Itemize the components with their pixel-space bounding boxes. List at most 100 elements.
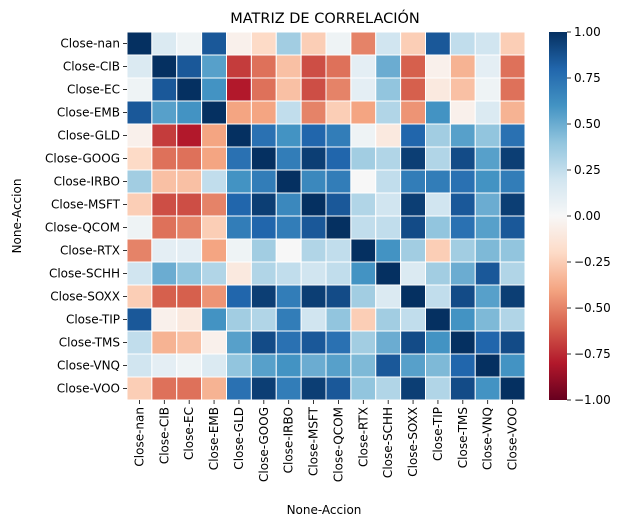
heatmap-cell [300, 284, 327, 309]
heatmap-cell [375, 261, 402, 286]
heatmap-cell [425, 307, 451, 332]
heatmap-cell [375, 77, 402, 102]
x-tick-label: Close-QCOM [331, 407, 345, 482]
heatmap-cell [275, 353, 302, 378]
y-tick-label: Close-CIB [63, 60, 120, 74]
heatmap-cell [350, 284, 377, 309]
heatmap-cell [176, 146, 203, 171]
heatmap-cell [275, 307, 302, 332]
heatmap-cell [325, 192, 352, 217]
heatmap-cell [325, 261, 352, 286]
heatmap-cell [201, 146, 227, 171]
heatmap-cell [126, 146, 153, 171]
y-tick-label: Close-EC [67, 83, 120, 97]
heatmap-cell [499, 100, 526, 125]
heatmap-cell [375, 54, 402, 79]
heatmap-cell [275, 238, 302, 263]
colorbar-tick-label: 0.50 [574, 117, 601, 131]
heatmap-cell [300, 54, 327, 79]
heatmap-cell [425, 123, 451, 148]
heatmap-cell [474, 54, 501, 79]
heatmap-cell [350, 100, 377, 125]
heatmap-cell [400, 146, 426, 171]
heatmap-cell [350, 123, 377, 148]
heatmap-cell [425, 192, 451, 217]
heatmap-cell [275, 215, 302, 240]
heatmap-cell [499, 54, 526, 79]
heatmap-cell [151, 77, 178, 102]
heatmap-cell [300, 353, 327, 378]
heatmap-cell [226, 238, 252, 263]
heatmap-cell [350, 77, 377, 102]
x-tick-label: Close-SOXX [406, 407, 420, 477]
heatmap-cell [176, 215, 203, 240]
heatmap-cell [126, 376, 153, 401]
heatmap-cells [126, 31, 526, 401]
colorbar-tick-label: 0.75 [574, 71, 601, 85]
y-tick-label: Close-VOO [57, 382, 120, 396]
heatmap-cell [226, 192, 252, 217]
heatmap-cell [350, 54, 377, 79]
heatmap-cell [400, 100, 426, 125]
heatmap-cell [449, 123, 476, 148]
y-axis-label: None-Accion [10, 179, 24, 254]
heatmap-cell [300, 31, 327, 56]
heatmap-cell [474, 100, 501, 125]
heatmap-cell [325, 353, 352, 378]
heatmap-cell [151, 169, 178, 194]
heatmap-cell [176, 169, 203, 194]
y-tick-label: Close-GLD [57, 129, 120, 143]
x-tick-label: Close-RTX [356, 407, 370, 467]
heatmap-cell [226, 169, 252, 194]
heatmap-cell [449, 330, 476, 355]
heatmap-cell [425, 54, 451, 79]
heatmap-cell [499, 376, 526, 401]
heatmap-cell [250, 54, 277, 79]
heatmap-cell [350, 238, 377, 263]
heatmap-cell [425, 330, 451, 355]
heatmap-cell [474, 146, 501, 171]
heatmap-cell [425, 169, 451, 194]
x-tick-labels: Close-nan Close-CIB Close-EC Close-EMB Close… [132, 400, 520, 482]
heatmap-cell [250, 31, 277, 56]
heatmap-cell [226, 261, 252, 286]
heatmap-cell [499, 146, 526, 171]
heatmap-cell [201, 307, 227, 332]
heatmap-cell [250, 192, 277, 217]
heatmap-cell [425, 31, 451, 56]
heatmap-cell [201, 54, 227, 79]
heatmap-cell [300, 261, 327, 286]
heatmap-cell [350, 215, 377, 240]
colorbar-tick-label: −0.50 [574, 301, 611, 315]
heatmap-cell [176, 123, 203, 148]
heatmap-cell [499, 284, 526, 309]
heatmap-cell [201, 215, 227, 240]
heatmap-cell [350, 261, 377, 286]
heatmap-cell [275, 54, 302, 79]
x-tick-label: Close-SCHH [381, 407, 395, 478]
x-tick-label: Close-GLD [232, 407, 246, 470]
x-tick-label: Close-TIP [431, 407, 445, 461]
heatmap-cell [499, 123, 526, 148]
heatmap-cell [226, 353, 252, 378]
heatmap-cell [400, 31, 426, 56]
heatmap-cell [499, 238, 526, 263]
heatmap-cell [151, 353, 178, 378]
y-tick-label: Close-SOXX [50, 290, 120, 304]
heatmap-cell [250, 123, 277, 148]
heatmap-cell [375, 215, 402, 240]
heatmap-cell [449, 284, 476, 309]
heatmap-cell [126, 169, 153, 194]
colorbar-gradient [549, 32, 567, 400]
heatmap-cell [226, 215, 252, 240]
colorbar-tick-label: 0.25 [574, 163, 601, 177]
x-tick-label: Close-nan [132, 407, 146, 467]
heatmap-cell [325, 123, 352, 148]
y-tick-label: Close-IRBO [54, 175, 120, 189]
heatmap-cell [126, 192, 153, 217]
heatmap-cell [325, 100, 352, 125]
heatmap-cell [300, 192, 327, 217]
heatmap-cell [350, 307, 377, 332]
heatmap-cell [151, 330, 178, 355]
heatmap-cell [400, 77, 426, 102]
